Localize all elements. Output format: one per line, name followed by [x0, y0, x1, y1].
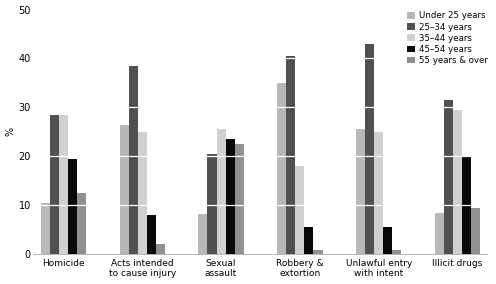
Bar — [41, 203, 50, 254]
Bar — [217, 130, 226, 254]
Bar — [462, 156, 471, 254]
Bar — [207, 154, 217, 254]
Bar — [226, 139, 235, 254]
Bar — [383, 227, 392, 254]
Bar — [77, 193, 86, 254]
Bar — [156, 245, 165, 254]
Bar — [295, 166, 305, 254]
Bar — [471, 208, 480, 254]
Bar — [313, 250, 322, 254]
Bar — [286, 56, 295, 254]
Y-axis label: %: % — [5, 127, 15, 136]
Bar — [68, 159, 77, 254]
Legend: Under 25 years, 25–34 years, 35–44 years, 45–54 years, 55 years & over: Under 25 years, 25–34 years, 35–44 years… — [403, 8, 491, 68]
Bar — [198, 214, 207, 254]
Bar — [435, 213, 444, 254]
Bar — [235, 144, 244, 254]
Bar — [138, 132, 147, 254]
Bar — [50, 115, 59, 254]
Bar — [356, 130, 365, 254]
Bar — [305, 227, 313, 254]
Bar — [444, 100, 453, 254]
Bar — [128, 66, 138, 254]
Bar — [374, 132, 383, 254]
Bar — [392, 250, 401, 254]
Bar — [147, 215, 156, 254]
Bar — [120, 124, 128, 254]
Bar — [277, 83, 286, 254]
Bar — [365, 44, 374, 254]
Bar — [59, 115, 68, 254]
Bar — [453, 110, 462, 254]
